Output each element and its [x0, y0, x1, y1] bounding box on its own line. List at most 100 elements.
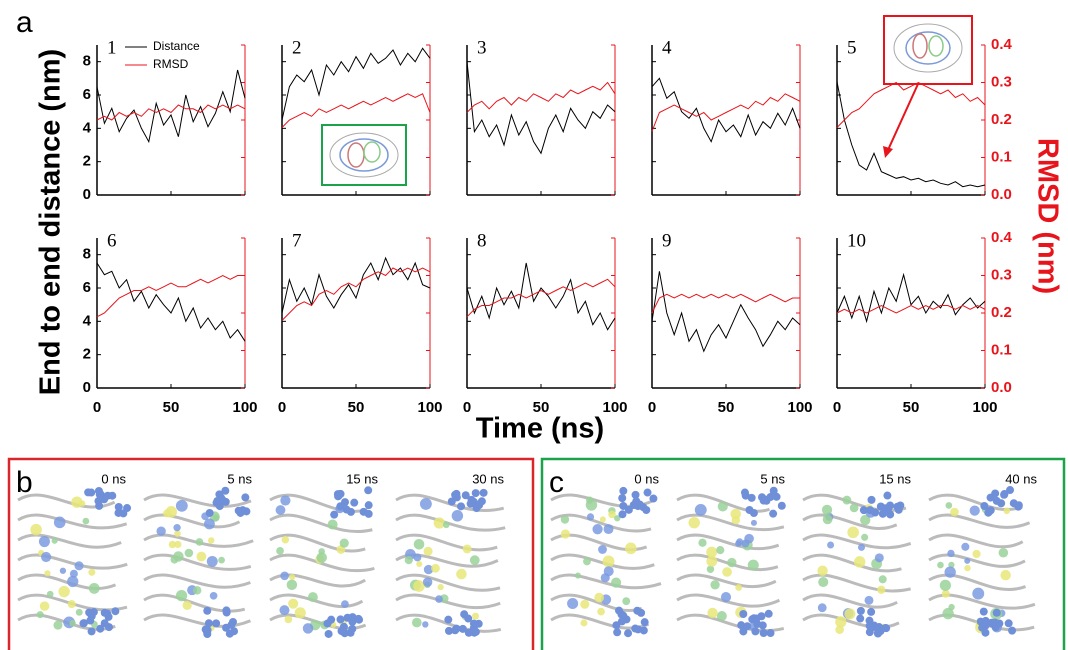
dna-ribbon — [550, 513, 652, 533]
atom-blob — [750, 519, 757, 526]
series-line — [281, 47, 431, 121]
x-tick-label: 50 — [718, 399, 735, 416]
atom-blob — [341, 600, 349, 609]
tail-blob — [766, 629, 775, 638]
tail-blob — [336, 615, 345, 624]
atom-blob — [280, 571, 289, 581]
atom-blob — [431, 563, 440, 573]
dna-ribbon — [550, 573, 662, 590]
atom-blob — [39, 601, 50, 611]
atom-blob — [168, 540, 177, 549]
atom-blob — [624, 542, 637, 555]
tail-blob — [1008, 626, 1017, 635]
tail-blob — [769, 486, 778, 495]
tail-blob — [475, 500, 484, 509]
series-line — [96, 262, 246, 342]
molecule-snapshot — [676, 486, 786, 638]
dna-ribbon — [17, 533, 122, 549]
atom-blob — [998, 547, 1009, 558]
tail-blob — [747, 493, 756, 502]
y2-axis-label: RMSD (nm) — [1031, 138, 1063, 294]
atom-blob — [847, 526, 859, 539]
atom-blob — [598, 545, 607, 554]
atom-blob — [727, 557, 737, 568]
atom-blob — [462, 544, 472, 554]
dna-ribbon — [143, 573, 251, 589]
time-label: 0 ns — [634, 471, 659, 486]
atom-blob — [735, 584, 743, 591]
atom-blob — [706, 546, 718, 558]
atom-blob — [942, 607, 954, 620]
atom-blob — [59, 567, 67, 574]
atom-blob — [174, 540, 182, 549]
atom-blob — [275, 505, 286, 515]
atom-blob — [835, 616, 847, 628]
atom-blob — [74, 561, 84, 571]
atom-blob — [941, 589, 950, 598]
atom-blob — [817, 603, 827, 613]
tail-blob — [1000, 490, 1009, 499]
tail-blob — [753, 619, 762, 628]
subplot-title: 7 — [292, 230, 302, 251]
subplot-title: 6 — [107, 230, 117, 251]
tail-blob — [100, 619, 109, 628]
tail-blob — [856, 606, 865, 615]
tail-blob — [639, 626, 648, 635]
tail-blob — [114, 503, 123, 512]
atom-blob — [720, 592, 732, 603]
atom-blob — [722, 567, 732, 577]
tail-blob — [618, 494, 627, 503]
atom-blob — [69, 620, 76, 627]
series-line — [466, 278, 616, 318]
y2-tick-label: 0.4 — [991, 36, 1013, 53]
y2-tick-label: 0.0 — [991, 186, 1012, 203]
atom-blob — [218, 556, 225, 564]
atom-blob — [471, 612, 480, 620]
dna-ribbon — [928, 513, 1031, 529]
atom-blob — [972, 587, 985, 600]
tail-blob — [859, 506, 868, 515]
y2-tick-label: 0.3 — [991, 73, 1012, 90]
atom-blob — [599, 516, 606, 523]
y2-tick-label: 0.2 — [991, 304, 1012, 321]
atom-blob — [316, 552, 328, 563]
tail-blob — [759, 496, 768, 505]
y2-tick-label: 0.1 — [991, 148, 1012, 165]
dna-ribbon — [395, 493, 505, 512]
atom-blob — [822, 514, 833, 525]
tail-blob — [992, 608, 1001, 617]
tail-blob — [1004, 619, 1013, 628]
tail-blob — [96, 624, 105, 633]
tail-blob — [865, 621, 874, 630]
atom-blob — [451, 510, 464, 522]
tail-blob — [94, 497, 103, 506]
time-label: 5 ns — [227, 471, 252, 486]
dna-ribbon — [550, 593, 643, 612]
tail-blob — [87, 627, 96, 636]
atom-blob — [560, 529, 571, 539]
series-line — [836, 81, 986, 188]
atom-blob — [580, 619, 588, 627]
atom-blob — [827, 541, 835, 549]
atom-blob — [67, 600, 76, 609]
atom-blob — [437, 584, 444, 591]
atom-blob — [195, 538, 204, 546]
tail-blob — [343, 613, 352, 622]
atom-blob — [586, 513, 595, 521]
tail-blob — [94, 486, 103, 495]
atom-blob — [170, 555, 179, 564]
atom-blob — [30, 523, 42, 536]
tail-blob — [976, 617, 985, 626]
atom-blob — [1000, 569, 1011, 581]
atom-blob — [842, 495, 852, 505]
subplot-title: 9 — [662, 230, 672, 251]
tail-blob — [100, 608, 109, 617]
tail-blob — [364, 486, 373, 495]
tail-blob — [865, 628, 874, 637]
tail-blob — [203, 606, 212, 615]
tail-blob — [772, 492, 781, 501]
atom-blob — [747, 559, 759, 571]
tail-blob — [222, 606, 231, 615]
atom-blob — [710, 580, 720, 590]
tail-blob — [739, 609, 748, 618]
